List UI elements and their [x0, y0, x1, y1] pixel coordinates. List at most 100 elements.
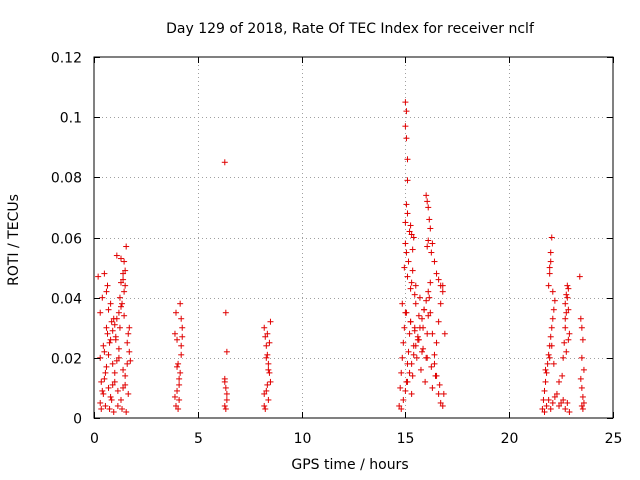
data-point [441, 330, 448, 337]
data-point [409, 246, 416, 253]
data-point [101, 270, 108, 277]
data-point [125, 390, 132, 397]
data-point [407, 222, 414, 229]
data-point [429, 240, 436, 247]
y-tick-label: 0 [73, 412, 82, 428]
y-tick-label: 0.06 [51, 232, 82, 248]
data-point [429, 330, 436, 337]
data-point [396, 402, 403, 409]
x-tick-label: 20 [501, 431, 519, 447]
data-point [266, 339, 273, 346]
data-point [562, 405, 569, 412]
data-point [428, 249, 435, 256]
data-point [545, 396, 552, 403]
data-point [424, 243, 431, 250]
data-point [122, 282, 129, 289]
data-point [428, 363, 435, 370]
data-point [262, 405, 269, 412]
data-point [223, 390, 230, 397]
data-point [404, 177, 411, 184]
data-point [177, 369, 184, 376]
data-point [540, 396, 547, 403]
data-point [549, 288, 556, 295]
data-point [416, 294, 423, 301]
data-point [408, 279, 415, 286]
data-point [261, 390, 268, 397]
data-point [413, 354, 420, 361]
data-point [120, 270, 127, 277]
data-point [565, 336, 572, 343]
data-point [560, 354, 567, 361]
x-tick-label: 25 [605, 431, 623, 447]
data-point [102, 369, 109, 376]
data-point [437, 282, 444, 289]
plot-frame [93, 56, 614, 419]
data-point [261, 402, 268, 409]
data-point [178, 351, 185, 358]
data-point [417, 366, 424, 373]
data-point [563, 291, 570, 298]
data-point [551, 297, 558, 304]
y-tick-label: 0.1 [60, 111, 82, 127]
data-point [402, 387, 409, 394]
data-point [114, 387, 121, 394]
data-point [121, 288, 128, 295]
data-point [178, 315, 185, 322]
data-point [437, 399, 444, 406]
data-point [562, 315, 569, 322]
data-point [407, 318, 414, 325]
x-tick-label: 10 [294, 431, 312, 447]
data-point [549, 315, 556, 322]
data-point [125, 330, 132, 337]
data-point [406, 369, 413, 376]
data-point [542, 366, 549, 373]
data-point [423, 297, 430, 304]
data-point [565, 285, 572, 292]
data-point [264, 330, 271, 337]
data-point [408, 390, 415, 397]
data-point [546, 354, 553, 361]
data-point [98, 378, 105, 385]
data-point [104, 282, 111, 289]
data-point [262, 333, 269, 340]
data-point [120, 366, 127, 373]
data-point [541, 408, 548, 415]
data-point [580, 399, 587, 406]
data-point [399, 354, 406, 361]
data-point [550, 306, 557, 313]
data-point [410, 234, 417, 241]
data-point [547, 249, 554, 256]
data-point [547, 405, 554, 412]
data-point [427, 225, 434, 232]
data-point [427, 279, 434, 286]
data-point [405, 258, 412, 265]
x-tick-label: 5 [194, 431, 203, 447]
data-point [117, 279, 124, 286]
data-point [411, 327, 418, 334]
data-point [117, 396, 124, 403]
data-point [565, 306, 572, 313]
data-point [221, 402, 228, 409]
data-point [402, 219, 409, 226]
data-point [577, 315, 584, 322]
data-point [407, 285, 414, 292]
data-point [562, 300, 569, 307]
data-point [566, 408, 573, 415]
data-point [124, 339, 131, 346]
data-point [222, 384, 229, 391]
data-point [553, 390, 560, 397]
data-point [221, 378, 228, 385]
data-point [579, 405, 586, 412]
data-point [399, 300, 406, 307]
data-point [108, 396, 115, 403]
y-tick-label: 0.12 [51, 51, 82, 67]
data-point [579, 336, 586, 343]
data-point [107, 393, 114, 400]
data-point [101, 348, 108, 355]
data-point [121, 312, 128, 319]
data-point [402, 99, 409, 106]
data-point [266, 369, 273, 376]
data-point [549, 399, 556, 406]
data-point [403, 309, 410, 316]
data-point [550, 360, 557, 367]
